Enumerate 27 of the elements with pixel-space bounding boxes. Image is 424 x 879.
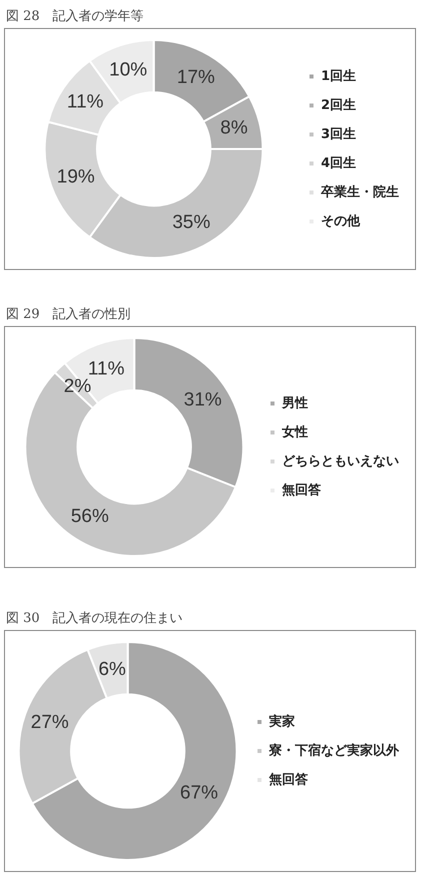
data-label: 56% — [70, 506, 109, 528]
chart-title: 図 29 記入者の性別 — [5, 306, 132, 324]
chart-title: 図 28 記入者の学年等 — [5, 8, 145, 26]
legend-label: 無回答 — [281, 482, 321, 498]
legend-label: 1回生 — [321, 68, 356, 84]
data-label: 10% — [109, 59, 148, 80]
data-label: 11% — [66, 92, 104, 113]
chart-title: 図 30 記入者の現在の住まい — [5, 610, 184, 628]
legend-label: 寮・下宿など実家以外 — [268, 742, 400, 758]
legend-label: 2回生 — [321, 98, 356, 113]
legend-label: その他 — [321, 214, 361, 229]
legend-label: 男性 — [281, 396, 308, 411]
legend-label: 卒業生・院生 — [320, 184, 399, 200]
data-label: 8% — [220, 118, 248, 139]
data-label: 27% — [30, 712, 69, 734]
legend-label: 女性 — [281, 424, 308, 440]
data-label: 67% — [180, 782, 218, 804]
legend-label: 3回生 — [321, 126, 356, 142]
data-label: 6% — [98, 658, 126, 680]
data-label: 31% — [184, 390, 222, 411]
legend-label: 実家 — [268, 713, 295, 730]
data-label: 19% — [56, 166, 95, 188]
legend-label: 4回生 — [321, 156, 356, 171]
legend-label: どちらともいえない — [282, 454, 399, 469]
data-label: 17% — [176, 66, 216, 88]
legend-label: 無回答 — [268, 772, 308, 788]
data-label: 35% — [172, 212, 210, 234]
